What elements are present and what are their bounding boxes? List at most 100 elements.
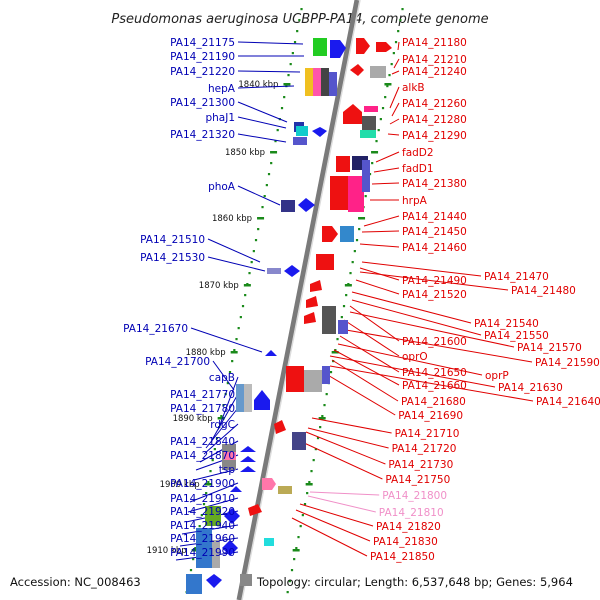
gene-label-left[interactable]: PA14_21960 bbox=[170, 533, 235, 545]
gene-label-right[interactable]: PA14_21640 bbox=[536, 396, 600, 408]
gene-box bbox=[264, 538, 274, 546]
connector-line bbox=[309, 491, 380, 496]
gene-label-right[interactable]: PA14_21380 bbox=[402, 178, 467, 190]
tick-dot bbox=[205, 492, 208, 495]
gene-label-left[interactable]: PA14_21990 bbox=[170, 547, 235, 559]
gene-label-left[interactable]: PA14_21840 bbox=[170, 436, 235, 448]
gene-label-left[interactable]: PA14_21870 bbox=[170, 450, 235, 462]
gene-label-right[interactable]: PA14_21600 bbox=[402, 336, 467, 348]
kbp-marker-label: 1910 kbp bbox=[147, 546, 187, 556]
kbp-tick bbox=[371, 151, 379, 154]
gene-label-left[interactable]: PA14_21220 bbox=[170, 66, 235, 78]
connector-line bbox=[361, 261, 482, 277]
gene-label-left[interactable]: PA14_21910 bbox=[170, 493, 235, 505]
gene-label-left[interactable]: phoA bbox=[208, 181, 236, 193]
gene-box bbox=[322, 366, 330, 384]
gene-label-left[interactable]: tsp bbox=[219, 464, 236, 476]
gene-label-right[interactable]: PA14_21800 bbox=[382, 490, 447, 502]
gene-label-right[interactable]: PA14_21260 bbox=[402, 98, 467, 110]
gene-label-left[interactable]: PA14_21175 bbox=[170, 37, 235, 49]
gene-label-right[interactable]: PA14_21180 bbox=[402, 37, 467, 49]
gene-label-right[interactable]: PA14_21850 bbox=[370, 551, 435, 563]
gene-label-right[interactable]: PA14_21550 bbox=[484, 330, 549, 342]
gene-label-right[interactable]: oprO bbox=[402, 351, 428, 363]
gene-label-left[interactable]: hepA bbox=[208, 83, 236, 95]
tick-dot bbox=[293, 41, 297, 44]
tick-dot bbox=[235, 338, 238, 341]
tick-dot bbox=[226, 382, 229, 385]
gene-label-left[interactable]: PA14_21700 bbox=[145, 356, 210, 368]
connector-line bbox=[393, 58, 400, 69]
tick-dot bbox=[303, 503, 307, 506]
gene-label-left[interactable]: PA14_21670 bbox=[123, 323, 188, 335]
gene-label-left[interactable]: PA14_21320 bbox=[170, 129, 235, 141]
kbp-tick bbox=[344, 284, 352, 287]
gene-label-left[interactable]: PA14_21510 bbox=[140, 234, 205, 246]
gene-label-right[interactable]: oprP bbox=[485, 370, 509, 382]
kbp-tick bbox=[283, 83, 291, 86]
gene-label-left[interactable]: PA14_21940 bbox=[170, 520, 235, 532]
gene-arrow bbox=[206, 574, 222, 588]
gene-label-left[interactable]: PA14_21300 bbox=[170, 97, 235, 109]
gene-label-right[interactable]: PA14_21540 bbox=[474, 318, 539, 330]
tick-dot bbox=[377, 129, 380, 132]
connector-line bbox=[237, 101, 288, 123]
gene-label-right[interactable]: PA14_21460 bbox=[402, 242, 467, 254]
gene-label-right[interactable]: PA14_21290 bbox=[402, 130, 467, 142]
gene-label-right[interactable]: PA14_21810 bbox=[379, 507, 444, 519]
gene-label-left[interactable]: PA14_21900 bbox=[170, 478, 235, 490]
gene-label-right[interactable]: PA14_21720 bbox=[392, 443, 457, 455]
connector-line bbox=[217, 376, 239, 431]
tick-dot bbox=[189, 569, 193, 572]
gene-label-right[interactable]: PA14_21710 bbox=[395, 428, 460, 440]
gene-label-right[interactable]: PA14_21520 bbox=[402, 289, 467, 301]
gene-label-right[interactable]: PA14_21820 bbox=[376, 521, 441, 533]
gene-label-right[interactable]: PA14_21690 bbox=[398, 410, 463, 422]
gene-label-left[interactable]: phaJ1 bbox=[205, 112, 235, 124]
gene-label-right[interactable]: PA14_21650 bbox=[402, 367, 467, 379]
tick-dot bbox=[293, 558, 296, 561]
kbp-marker-label: 1850 kbp bbox=[225, 148, 265, 158]
gene-label-left[interactable]: PA14_21190 bbox=[170, 51, 235, 63]
tick-dot bbox=[207, 481, 210, 484]
gene-label-right[interactable]: fadD1 bbox=[402, 163, 434, 175]
gene-label-right[interactable]: PA14_21470 bbox=[484, 271, 549, 283]
gene-box bbox=[305, 68, 313, 96]
gene-label-right[interactable]: PA14_21210 bbox=[402, 54, 467, 66]
gene-box bbox=[360, 130, 376, 138]
gene-label-right[interactable]: PA14_21590 bbox=[535, 357, 600, 369]
gene-label-right[interactable]: PA14_21440 bbox=[402, 211, 467, 223]
kbp-tick bbox=[191, 549, 199, 552]
connector-line bbox=[237, 70, 301, 73]
gene-arrow bbox=[310, 280, 322, 292]
kbp-tick bbox=[384, 83, 392, 86]
gene-label-right[interactable]: PA14_21830 bbox=[373, 536, 438, 548]
gene-label-right[interactable]: PA14_21630 bbox=[498, 382, 563, 394]
gene-label-right[interactable]: PA14_21240 bbox=[402, 66, 467, 78]
gene-label-right[interactable]: PA14_21490 bbox=[402, 275, 467, 287]
connector-line bbox=[355, 279, 400, 295]
tick-dot bbox=[276, 129, 279, 132]
tick-dot bbox=[329, 371, 333, 374]
gene-label-right[interactable]: PA14_21750 bbox=[385, 474, 450, 486]
gene-label-right[interactable]: PA14_21450 bbox=[402, 226, 467, 238]
gene-label-right[interactable]: PA14_21280 bbox=[402, 114, 467, 126]
gene-label-right[interactable]: PA14_21480 bbox=[511, 285, 576, 297]
gene-label-right[interactable]: fadD2 bbox=[402, 147, 434, 159]
gene-label-right[interactable]: PA14_21660 bbox=[402, 380, 467, 392]
gene-label-right[interactable]: PA14_21730 bbox=[388, 459, 453, 471]
gene-label-left[interactable]: PA14_21780 bbox=[170, 403, 235, 415]
gene-label-left[interactable]: rdgC bbox=[210, 419, 235, 431]
gene-arrow bbox=[248, 504, 262, 516]
gene-label-right[interactable]: PA14_21570 bbox=[517, 342, 582, 354]
gene-label-left[interactable]: PA14_21770 bbox=[170, 389, 235, 401]
gene-label-left[interactable]: PA14_21920 bbox=[170, 506, 235, 518]
gene-label-right[interactable]: PA14_21680 bbox=[401, 396, 466, 408]
connector-line bbox=[351, 299, 482, 336]
gene-label-left[interactable]: capB bbox=[209, 372, 235, 384]
label-connectors bbox=[175, 41, 534, 561]
gene-label-right[interactable]: alkB bbox=[402, 82, 425, 94]
gene-label-left[interactable]: PA14_21530 bbox=[140, 252, 205, 264]
gene-label-right[interactable]: hrpA bbox=[402, 195, 428, 207]
connector-line bbox=[237, 41, 304, 45]
